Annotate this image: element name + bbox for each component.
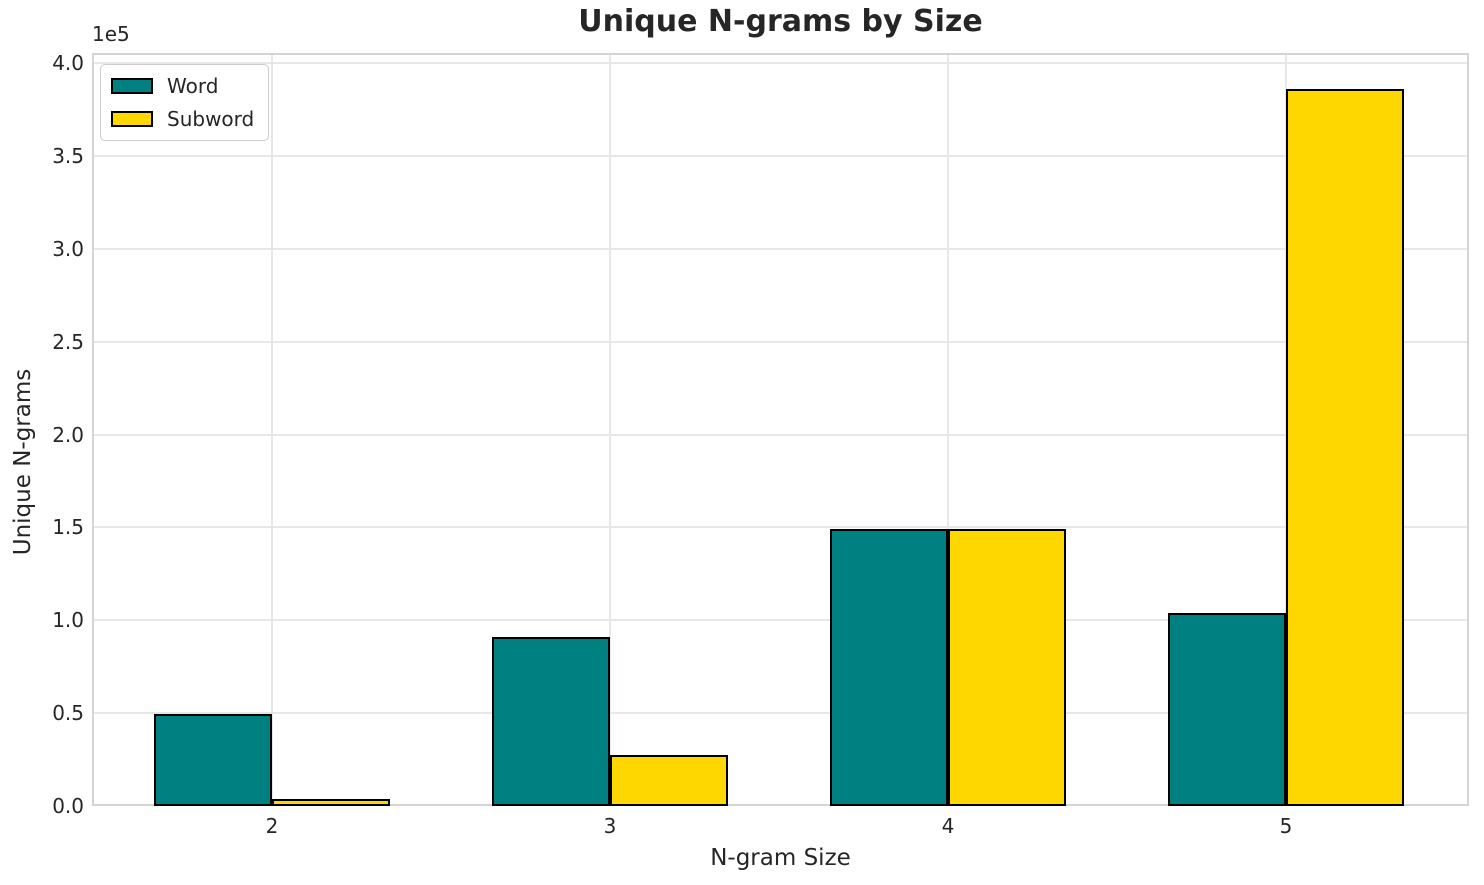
h-gridline-3.0 bbox=[92, 247, 1469, 250]
bar-word-2 bbox=[153, 714, 272, 806]
y-tick-label-0.5: 0.5 bbox=[52, 701, 84, 726]
plot-frame bbox=[92, 53, 1469, 806]
h-gridline-4.0 bbox=[92, 62, 1469, 65]
bar-subword-5 bbox=[1286, 89, 1405, 806]
legend-item-subword: Subword bbox=[111, 107, 254, 131]
y-tick-label-0.0: 0.0 bbox=[52, 794, 84, 818]
y-tick-label-4.0: 4.0 bbox=[52, 51, 84, 76]
legend: Word Subword bbox=[100, 64, 270, 141]
h-gridline-1.0 bbox=[92, 619, 1469, 622]
x-tick-label-3: 3 bbox=[603, 814, 617, 838]
h-gridline-2.5 bbox=[92, 340, 1469, 343]
y-tick-label-1.5: 1.5 bbox=[52, 515, 84, 540]
x-axis-label: N-gram Size bbox=[710, 845, 851, 871]
y-tick-label-2.5: 2.5 bbox=[52, 329, 84, 354]
v-gridline-4 bbox=[946, 53, 949, 806]
bar-subword-3 bbox=[609, 754, 729, 806]
chart-title: Unique N-grams by Size bbox=[578, 4, 983, 39]
legend-swatch-subword bbox=[111, 111, 153, 127]
y-tick-label-3.0: 3.0 bbox=[52, 236, 84, 261]
v-gridline-3 bbox=[608, 53, 611, 806]
bar-word-5 bbox=[1167, 612, 1286, 806]
legend-swatch-word bbox=[111, 78, 153, 94]
legend-item-word: Word bbox=[111, 74, 254, 98]
bar-word-4 bbox=[829, 529, 948, 806]
plot-area: Word Subword bbox=[92, 53, 1469, 806]
h-gridline-1.5 bbox=[92, 526, 1469, 529]
y-axis-offset-label: 1e5 bbox=[92, 22, 130, 46]
h-gridline-3.5 bbox=[92, 154, 1469, 157]
bar-word-3 bbox=[491, 637, 610, 806]
x-tick-label-5: 5 bbox=[1279, 814, 1293, 838]
x-tick-label-4: 4 bbox=[941, 814, 955, 838]
y-tick-label-2.0: 2.0 bbox=[52, 422, 84, 447]
h-gridline-2.0 bbox=[92, 433, 1469, 436]
v-gridline-2 bbox=[270, 53, 273, 806]
bar-subword-2 bbox=[271, 798, 391, 806]
legend-label-subword: Subword bbox=[167, 107, 255, 131]
x-tick-label-2: 2 bbox=[265, 814, 279, 838]
y-tick-label-3.5: 3.5 bbox=[52, 143, 84, 168]
legend-label-word: Word bbox=[167, 74, 219, 98]
bar-subword-4 bbox=[947, 528, 1067, 806]
h-gridline-0.5 bbox=[92, 712, 1469, 715]
y-tick-label-1.0: 1.0 bbox=[52, 608, 84, 633]
